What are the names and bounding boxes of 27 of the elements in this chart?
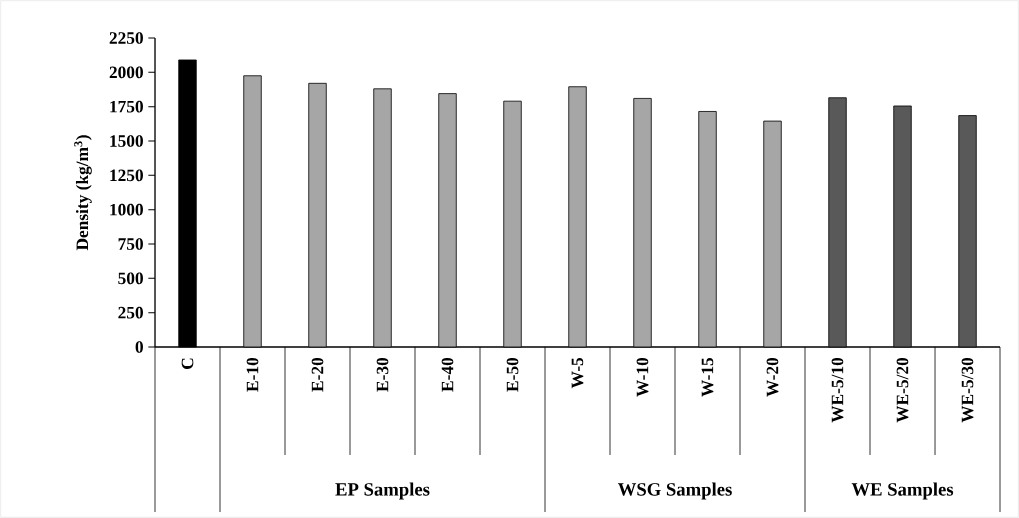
x-tick-label: WE-5/10 [831,357,844,423]
y-tick-label: 750 [118,238,143,250]
x-tick-label: W-15 [701,357,714,397]
y-tick-label: 1750 [110,100,143,113]
y-tick-label: 1000 [110,203,143,216]
x-tick-label: C [181,358,194,369]
y-tick-label: 0 [135,341,143,353]
x-tick-label: WE-5/20 [896,357,909,423]
text: WSG Samples [617,482,732,500]
x-tick-label: E-10 [246,357,259,392]
text: WE Samples [851,482,954,500]
y-tick-label: 2000 [109,66,143,79]
y-tick-label: 2250 [109,32,143,44]
y-axis-title: Density (kg/m$^{3}$) [74,135,92,251]
x-tick-label: E-30 [376,357,389,392]
y-tick-label: 500 [118,272,143,285]
x-tick-label: E-50 [506,357,519,392]
x-tick-label: W-5 [571,357,584,389]
y-tick-label: 250 [118,306,143,319]
text: EP Samples [335,482,430,500]
x-tick-label: E-20 [311,357,324,392]
x-tick-label: W-20 [766,357,779,397]
y-tick-label: 1500 [110,135,143,147]
x-tick-label: W-10 [636,357,649,397]
x-tick-label: WE-5/30 [961,357,974,423]
y-tick-label: 1250 [110,169,143,182]
x-tick-label: E-40 [441,357,454,392]
